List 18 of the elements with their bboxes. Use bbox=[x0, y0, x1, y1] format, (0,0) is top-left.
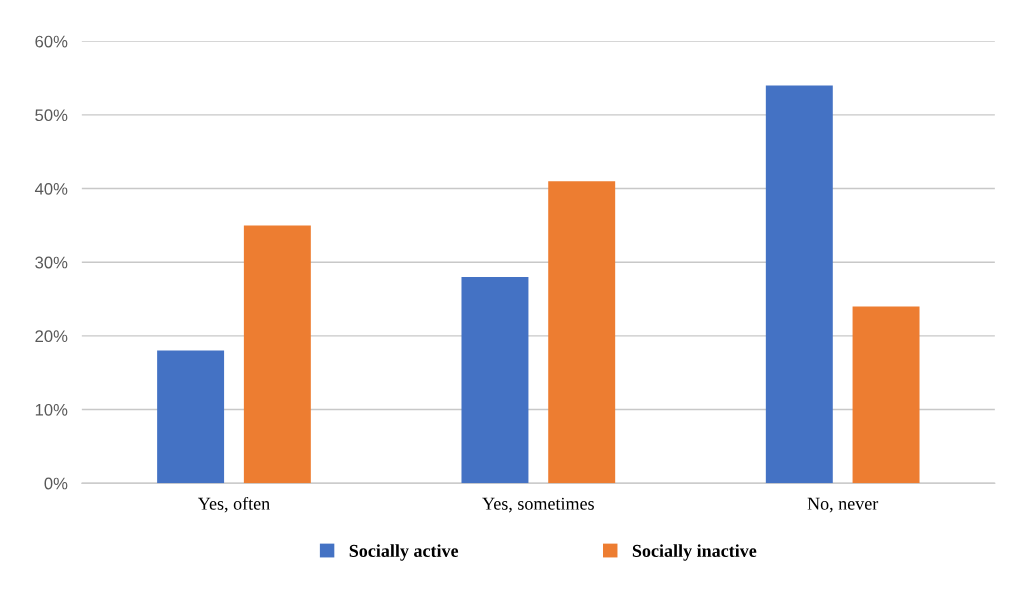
bar bbox=[765, 85, 833, 484]
y-tick-label: 60% bbox=[35, 35, 68, 48]
bar bbox=[548, 181, 616, 484]
y-tick-label: 40% bbox=[34, 182, 68, 195]
bar bbox=[852, 306, 920, 484]
bar bbox=[157, 350, 225, 484]
x-tick-label: No, never bbox=[807, 497, 879, 513]
y-tick-label: 30% bbox=[35, 256, 68, 269]
bar bbox=[243, 225, 311, 484]
legend-label: Socially active bbox=[349, 544, 459, 561]
y-tick-label: 20% bbox=[35, 330, 68, 343]
bar bbox=[461, 276, 529, 484]
x-tick-label: Yes, often bbox=[197, 496, 270, 513]
y-tick-label: 50% bbox=[35, 109, 68, 122]
y-tick-label: 10% bbox=[35, 403, 68, 416]
y-tick-label: 0% bbox=[44, 477, 68, 490]
x-tick-label: Yes, sometimes bbox=[482, 497, 594, 513]
legend-label: Socially inactive bbox=[632, 544, 757, 561]
